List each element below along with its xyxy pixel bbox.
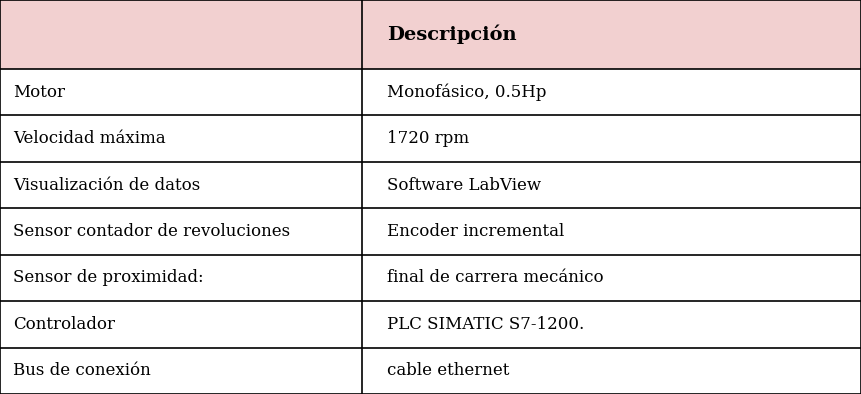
Bar [362,255,861,301]
Bar [0,162,362,208]
Text: Software LabView: Software LabView [387,177,542,193]
Bar [0,348,362,394]
Text: Monofásico, 0.5Hp: Monofásico, 0.5Hp [387,84,547,101]
Text: 1720 rpm: 1720 rpm [387,130,469,147]
Text: final de carrera mecánico: final de carrera mecánico [387,269,604,286]
Bar [362,348,861,394]
Bar [0,255,362,301]
Bar [362,0,861,69]
Bar [0,208,362,255]
Text: Bus de conexión: Bus de conexión [13,362,151,379]
Text: Descripción: Descripción [387,25,517,44]
Text: Motor: Motor [13,84,65,101]
Text: Visualización de datos: Visualización de datos [13,177,200,193]
Text: Encoder incremental: Encoder incremental [387,223,565,240]
Bar [0,115,362,162]
Bar [362,69,861,115]
Bar [362,115,861,162]
Bar [362,301,861,348]
Bar [362,208,861,255]
Text: Velocidad máxima: Velocidad máxima [13,130,165,147]
Text: cable ethernet: cable ethernet [387,362,510,379]
Text: PLC SIMATIC S7-1200.: PLC SIMATIC S7-1200. [387,316,585,333]
Bar [0,0,362,69]
Text: Sensor contador de revoluciones: Sensor contador de revoluciones [13,223,290,240]
Bar [0,301,362,348]
Bar [362,162,861,208]
Text: Sensor de proximidad:: Sensor de proximidad: [13,269,203,286]
Bar [0,69,362,115]
Text: Controlador: Controlador [13,316,115,333]
